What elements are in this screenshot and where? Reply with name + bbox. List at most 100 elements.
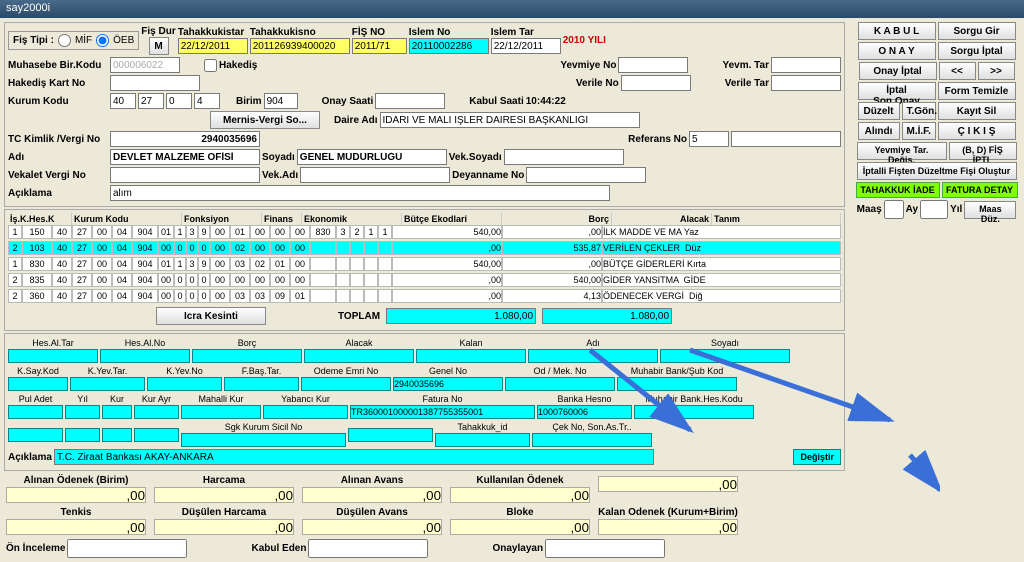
grid-cell[interactable]	[210, 273, 230, 287]
col1-in[interactable]	[6, 487, 146, 503]
grid-cell[interactable]	[158, 225, 174, 239]
degistir-btn[interactable]: Değiştir	[793, 449, 841, 465]
grid-cell[interactable]	[72, 289, 92, 303]
mid-input[interactable]	[134, 428, 179, 442]
grid-cell[interactable]	[132, 289, 158, 303]
r2c3-in[interactable]	[302, 519, 442, 535]
grid-cell[interactable]	[8, 289, 22, 303]
grid-cell[interactable]	[378, 289, 392, 303]
borc-cell[interactable]	[392, 289, 502, 303]
mif-btn[interactable]: M.İ.F.	[902, 122, 936, 140]
grid-cell[interactable]	[186, 289, 198, 303]
grid-cell[interactable]	[290, 225, 310, 239]
verileno-input[interactable]	[621, 75, 691, 91]
grid-cell[interactable]	[290, 289, 310, 303]
grid-cell[interactable]	[52, 225, 72, 239]
grid-cell[interactable]	[132, 241, 158, 255]
grid-cell[interactable]	[378, 273, 392, 287]
grid-cell[interactable]	[350, 289, 364, 303]
mid-input[interactable]	[350, 405, 535, 419]
mid-input[interactable]	[416, 349, 526, 363]
table-row[interactable]	[8, 241, 841, 257]
mid-input[interactable]	[532, 433, 652, 447]
maasduz-btn[interactable]: Maas Düz.	[964, 201, 1016, 219]
grid-cell[interactable]	[158, 241, 174, 255]
mid-input[interactable]	[8, 377, 68, 391]
alacak-cell[interactable]	[502, 289, 602, 303]
deyanname-input[interactable]	[526, 167, 646, 183]
grid-cell[interactable]	[22, 289, 52, 303]
grid-cell[interactable]	[290, 273, 310, 287]
grid-cell[interactable]	[174, 257, 186, 271]
grid-cell[interactable]	[250, 241, 270, 255]
grid-cell[interactable]	[186, 241, 198, 255]
r2c4-in[interactable]	[450, 519, 590, 535]
soyadi-input[interactable]	[297, 149, 447, 165]
grid-cell[interactable]	[210, 257, 230, 271]
grid-cell[interactable]	[290, 257, 310, 271]
grid-cell[interactable]	[310, 273, 336, 287]
grid-cell[interactable]	[158, 273, 174, 287]
oninceleme-in[interactable]	[67, 539, 187, 558]
referans2-input[interactable]	[731, 131, 841, 147]
mid-input[interactable]	[8, 349, 98, 363]
mid-input[interactable]	[181, 405, 261, 419]
mid-input[interactable]	[537, 405, 632, 419]
grid-cell[interactable]	[270, 273, 290, 287]
grid-cell[interactable]	[290, 241, 310, 255]
mid-input[interactable]	[65, 428, 100, 442]
mernis-btn[interactable]: Mernis-Vergi So...	[210, 111, 320, 129]
grid-cell[interactable]	[52, 241, 72, 255]
col3-in[interactable]	[302, 487, 442, 503]
grid-cell[interactable]	[250, 289, 270, 303]
grid-cell[interactable]	[210, 289, 230, 303]
mid-input[interactable]	[102, 428, 132, 442]
mid-input[interactable]	[147, 377, 222, 391]
veriletar-input[interactable]	[771, 75, 841, 91]
borc-cell[interactable]	[392, 225, 502, 239]
muhbirkodu-input[interactable]	[110, 57, 180, 73]
grid-cell[interactable]	[378, 257, 392, 271]
grid-cell[interactable]	[350, 257, 364, 271]
grid-cell[interactable]	[378, 241, 392, 255]
tahakkukisno-input[interactable]	[250, 38, 350, 54]
grid-cell[interactable]	[230, 241, 250, 255]
grid-cell[interactable]	[378, 225, 392, 239]
grid-cell[interactable]	[364, 289, 378, 303]
tanim-cell[interactable]	[602, 289, 841, 303]
maas-yil-in[interactable]	[920, 200, 948, 219]
grid-cell[interactable]	[174, 225, 186, 239]
grid-cell[interactable]	[72, 225, 92, 239]
yevmtar-input[interactable]	[771, 57, 841, 73]
alacak-cell[interactable]	[502, 257, 602, 271]
mid-input[interactable]	[70, 377, 145, 391]
mid-input[interactable]	[8, 405, 63, 419]
vekaletvn-input[interactable]	[110, 167, 260, 183]
grid-cell[interactable]	[364, 241, 378, 255]
grid-cell[interactable]	[92, 273, 112, 287]
grid-cell[interactable]	[92, 289, 112, 303]
grid-cell[interactable]	[270, 241, 290, 255]
kayitsil-btn[interactable]: Kayıt Sil	[938, 102, 1016, 120]
fisno-input[interactable]	[352, 38, 407, 54]
next-btn[interactable]: >>	[978, 62, 1015, 80]
grid-cell[interactable]	[336, 225, 350, 239]
r2c1-in[interactable]	[6, 519, 146, 535]
hakedis-check[interactable]	[204, 59, 217, 72]
grid-cell[interactable]	[336, 257, 350, 271]
grid-cell[interactable]	[230, 257, 250, 271]
faturadetay-btn[interactable]: FATURA DETAY	[942, 182, 1018, 198]
table-row[interactable]	[8, 225, 841, 241]
grid-cell[interactable]	[250, 273, 270, 287]
mid-input[interactable]	[435, 433, 530, 447]
mid-input[interactable]	[8, 428, 63, 442]
grid-cell[interactable]	[174, 289, 186, 303]
grid-cell[interactable]	[210, 225, 230, 239]
iptalsononay-btn[interactable]: İptal Son.Onay	[858, 82, 936, 100]
sorguiptal-btn[interactable]: Sorgu İptal	[938, 42, 1016, 60]
mid-input[interactable]	[617, 377, 737, 391]
grid-cell[interactable]	[72, 273, 92, 287]
mid-input[interactable]	[528, 349, 658, 363]
birim-input[interactable]	[264, 93, 298, 109]
islemtar-input[interactable]	[491, 38, 561, 54]
